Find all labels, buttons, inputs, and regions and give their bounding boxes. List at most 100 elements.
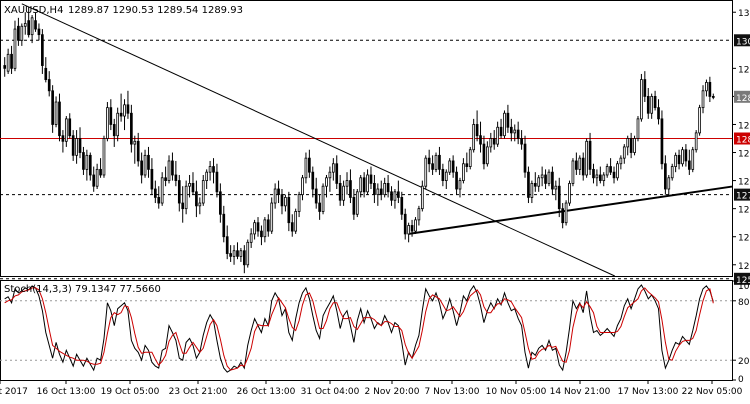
price-tag-text: 1257 [736,276,750,286]
bull-candle-body [133,140,137,145]
bear-candle-body [397,191,400,198]
price-tick-label: 1280 [738,150,750,160]
bull-candle-body [585,140,588,176]
bear-candle-body [34,20,37,30]
stochastic-tick-label: 80 [738,298,750,308]
bull-candle-body [513,129,517,134]
bear-candle-body [509,126,513,134]
bull-candle-body [472,124,476,151]
bull-candle-body [184,185,188,210]
bear-candle-body [664,163,667,190]
bear-candle-body [3,65,7,69]
bull-candle-body [701,90,705,109]
bear-candle-body [592,168,595,179]
bull-candle-body [605,166,609,176]
bear-candle-body [349,180,352,198]
bull-candle-body [355,191,359,215]
bull-candle-body [571,160,575,184]
bull-candle-body [468,149,472,167]
bear-candle-body [41,34,44,66]
bear-candle-body [657,107,660,120]
bear-candle-body [520,138,523,145]
bear-candle-body [660,118,664,165]
bear-candle-body [150,168,154,190]
bear-candle-body [280,194,284,207]
bull-candle-body [345,180,349,187]
bull-candle-body [297,194,301,212]
bear-candle-body [479,135,482,145]
bull-candle-body [13,28,17,69]
bull-candle-body [554,185,558,190]
bull-candle-body [547,171,551,184]
bear-candle-body [438,154,441,170]
bear-candle-body [212,166,215,173]
bull-candle-body [444,171,448,181]
price-tag-text: 1300 [736,37,750,47]
bear-candle-body [44,67,48,80]
price-tag-box [734,90,750,103]
bull-candle-body [530,182,534,198]
bull-candle-body [424,157,428,187]
bear-candle-body [544,174,547,184]
bull-candle-body [246,241,250,266]
bear-candle-body [684,149,688,162]
price-tag-text: 1282 [736,136,750,146]
bull-candle-body [616,163,619,179]
price-tag-box [734,34,750,47]
bear-candle-body [475,124,479,137]
price-tag-box [734,272,750,285]
price-tag-text: 1272 [736,192,750,202]
bear-candle-body [136,140,140,162]
bull-candle-body [253,222,256,235]
stochastic-panel: 100 80 20 0 [0,280,750,385]
bear-candle-body [229,253,232,257]
bull-candle-body [366,174,369,193]
bear-candle-body [68,118,72,137]
bear-candle-body [82,152,85,170]
bull-candle-body [270,202,274,232]
bear-candle-body [598,174,602,181]
bull-candle-body [116,112,120,137]
bear-candle-body [527,171,530,198]
price-tick-label: 1305 [738,9,750,19]
bear-candle-body [362,177,366,193]
time-tick-label: 19 Oct 05:00 [101,387,160,397]
bear-candle-body [400,197,404,215]
bear-candle-body [506,112,510,128]
bear-candle-body [557,185,561,210]
bull-candle-body [537,177,541,187]
stochastic-series-line [4,284,714,373]
price-tick-label: 1260 [738,262,750,272]
bull-candle-body [393,191,397,201]
bear-candle-body [390,191,393,201]
bull-candle-body [342,185,345,201]
time-tick-label: 22 Nov 05:00 [682,387,743,397]
bear-candle-body [308,157,311,173]
bull-candle-body [462,163,465,181]
bear-candle-body [287,197,291,224]
bull-candle-body [540,174,544,179]
bear-candle-body [451,160,455,173]
bear-candle-body [708,81,712,97]
bear-candle-body [181,202,185,210]
trendlines[interactable] [21,3,733,277]
bull-candle-body [681,149,684,165]
bull-candle-body [383,182,387,196]
bull-candle-body [633,138,636,153]
bear-candle-body [643,79,647,97]
bull-candle-body [23,23,27,27]
stochastic-series-line [4,287,714,371]
bear-candle-body [441,168,445,181]
bear-candle-body [403,213,407,235]
bear-candle-body [523,143,527,173]
bull-candle-body [102,138,106,176]
bear-candle-body [653,96,657,109]
bull-candle-body [595,174,599,179]
bull-candle-body [160,177,164,204]
bear-candle-body [119,112,123,117]
trendline [408,185,733,235]
bull-candle-body [198,202,202,207]
bull-candle-body [670,166,674,179]
bull-candle-body [325,177,328,187]
